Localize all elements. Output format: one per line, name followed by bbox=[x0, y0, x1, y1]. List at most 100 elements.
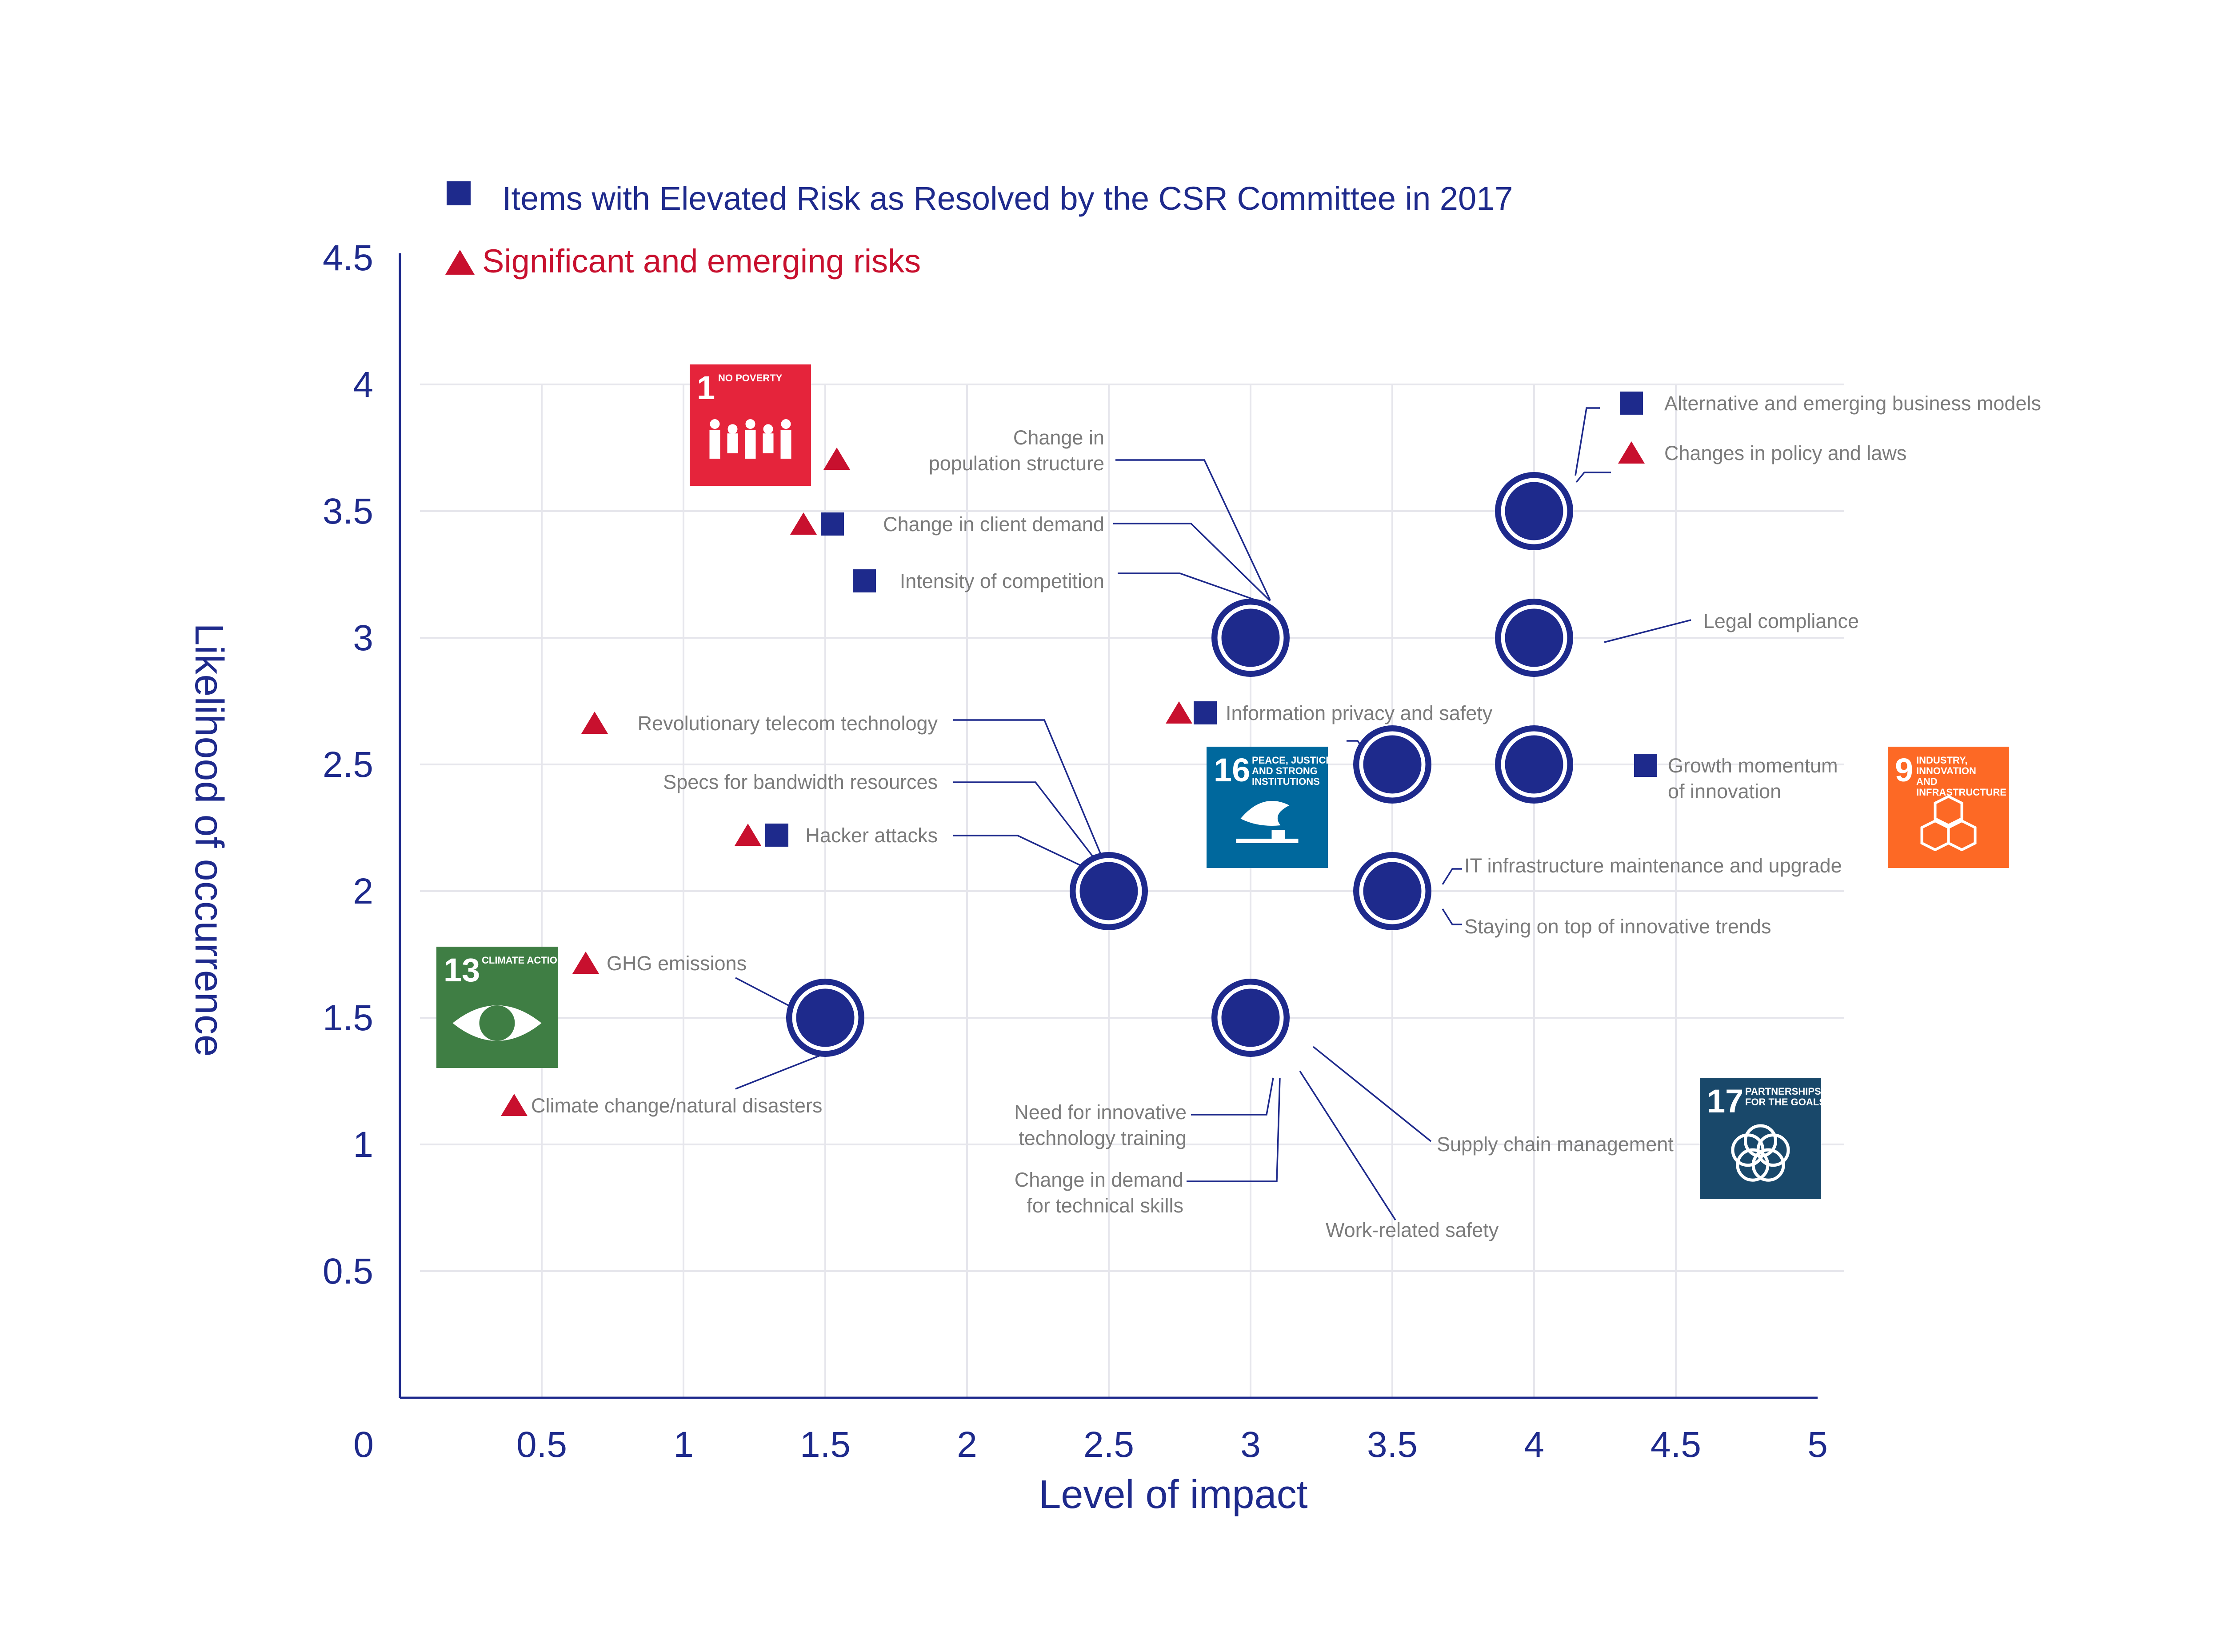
x-axis-title: Level of impact bbox=[1039, 1472, 1307, 1517]
legend-triangle-label: Significant and emerging risks bbox=[482, 243, 921, 280]
risk-label-supply: Supply chain management bbox=[1437, 1133, 1674, 1156]
risk-bubble-ring bbox=[1217, 984, 1284, 1051]
ring bbox=[1736, 1148, 1770, 1182]
sdg-badge-number: 16 bbox=[1214, 752, 1250, 788]
risk-bubble-ring bbox=[1217, 604, 1284, 671]
gavel-head bbox=[1271, 829, 1285, 840]
figure-head bbox=[710, 419, 720, 429]
legend-square-marker bbox=[447, 181, 471, 205]
risk-label-trends: Staying on top of innovative trends bbox=[1464, 915, 1771, 938]
leader-line bbox=[1442, 908, 1462, 925]
risk-label-legal: Legal compliance bbox=[1703, 610, 1859, 632]
leader-line bbox=[1115, 459, 1271, 600]
dove-gavel-icon bbox=[1236, 800, 1299, 843]
x-tick-label: 2.5 bbox=[1083, 1424, 1134, 1465]
risk-bubble-ring bbox=[1075, 858, 1142, 924]
x-tick-label: 3.5 bbox=[1367, 1424, 1418, 1465]
sdg-badge-bg bbox=[1888, 747, 2009, 868]
figure-body bbox=[709, 430, 720, 459]
risk-label-bandwidth: Specs for bandwidth resources bbox=[663, 771, 938, 793]
axes bbox=[399, 253, 1818, 1399]
risk-bubble-ring bbox=[792, 984, 859, 1051]
risk-labels: Change in population structure Change in c… bbox=[501, 392, 2041, 1241]
figure-head bbox=[763, 424, 773, 434]
x-tick-label: 5 bbox=[1807, 1424, 1828, 1465]
y-tick-label: 3.5 bbox=[323, 491, 373, 532]
sdg-badge-title: AND bbox=[1916, 776, 1938, 787]
risk-label-training: Need for innovative bbox=[1014, 1101, 1187, 1124]
rings-icon bbox=[1731, 1124, 1790, 1182]
square-marker bbox=[1620, 392, 1643, 415]
risk-label-pop: population structure bbox=[929, 452, 1104, 475]
globe bbox=[479, 1005, 515, 1041]
square-marker bbox=[1194, 701, 1217, 724]
y-tick-label: 1 bbox=[353, 1124, 373, 1165]
figure-head bbox=[727, 424, 738, 434]
risk-label-training: technology training bbox=[1019, 1127, 1187, 1149]
risk-label-safety: Work-related safety bbox=[1326, 1219, 1499, 1241]
leader-line bbox=[1118, 572, 1266, 604]
legend: Items with Elevated Risk as Resolved by … bbox=[445, 180, 1513, 280]
leader-line bbox=[1299, 1071, 1396, 1220]
family-icon bbox=[709, 419, 791, 459]
ring bbox=[1731, 1133, 1765, 1167]
sdg-badges: 1 NO POVERTY 13 CLIMATE ACTION 16 PEACE, JUST… bbox=[436, 364, 2009, 1199]
risk-bubble-ring bbox=[1359, 731, 1426, 798]
risk-label-competition: Intensity of competition bbox=[900, 570, 1104, 592]
leader-line bbox=[1187, 1077, 1281, 1182]
sdg-badge-title: NO POVERTY bbox=[718, 372, 783, 384]
risk-label-climate: Climate change/natural disasters bbox=[531, 1094, 822, 1117]
risk-bubble-ring bbox=[1359, 858, 1426, 924]
y-tick-label: 0.5 bbox=[323, 1251, 373, 1292]
leader-line bbox=[953, 719, 1110, 874]
leader-line bbox=[953, 835, 1103, 876]
triangle-marker bbox=[581, 712, 608, 734]
risk-label-skills: for technical skills bbox=[1027, 1194, 1183, 1217]
risk-bubble-ring bbox=[1501, 731, 1567, 798]
leader-line bbox=[1442, 868, 1462, 885]
sdg-badge-number: 9 bbox=[1895, 752, 1913, 788]
triangle-marker bbox=[572, 952, 599, 974]
leader-line bbox=[735, 1055, 820, 1090]
x-tick-label: 4 bbox=[1524, 1424, 1544, 1465]
y-axis-title: Likelihood of occurrence bbox=[187, 623, 231, 1057]
y-tick-label: 1.5 bbox=[323, 998, 373, 1038]
x-tick-label: 3 bbox=[1240, 1424, 1261, 1465]
sdg-badge-title: PARTNERSHIPS bbox=[1745, 1086, 1821, 1097]
risk-label-altbiz: Alternative and emerging business models bbox=[1664, 392, 2041, 415]
square-marker bbox=[765, 824, 788, 847]
x-tick-label: 1 bbox=[673, 1424, 694, 1465]
risk-label-it: IT infrastructure maintenance and upgrad… bbox=[1464, 854, 1842, 877]
risk-bubbles bbox=[786, 472, 1573, 1057]
leader-lines bbox=[735, 407, 1691, 1220]
figure-body bbox=[745, 430, 756, 459]
sdg-badge-1: 1 NO POVERTY bbox=[690, 364, 811, 486]
cube bbox=[1947, 819, 1977, 852]
risk-label-growth: Growth momentum bbox=[1668, 754, 1838, 777]
sdg-badge-title: INDUSTRY, bbox=[1916, 755, 1967, 766]
sdg-badge-title: CLIMATE ACTION bbox=[482, 955, 564, 966]
square-marker bbox=[821, 512, 844, 536]
leader-line bbox=[1604, 619, 1691, 643]
x-tick-label: 0 bbox=[353, 1424, 374, 1465]
figure-body bbox=[780, 430, 791, 459]
y-tick-label: 2 bbox=[353, 871, 373, 912]
y-tick-label: 4.5 bbox=[323, 238, 373, 278]
figure-head bbox=[781, 419, 791, 429]
x-tick-label: 2 bbox=[957, 1424, 977, 1465]
sdg-badge-title: INNOVATION bbox=[1916, 765, 1976, 776]
y-tick-label: 4 bbox=[353, 364, 373, 405]
sdg-badge-number: 1 bbox=[697, 369, 715, 406]
square-marker bbox=[853, 569, 876, 592]
x-tick-label: 1.5 bbox=[800, 1424, 851, 1465]
legend-square-label: Items with Elevated Risk as Resolved by … bbox=[502, 180, 1513, 217]
triangle-marker bbox=[1618, 441, 1645, 464]
leader-line bbox=[1575, 472, 1611, 483]
eye-globe-icon bbox=[452, 1005, 542, 1041]
legend-triangle-marker bbox=[445, 250, 475, 275]
square-marker bbox=[1634, 754, 1657, 777]
cubes-icon bbox=[1920, 795, 1977, 852]
triangle-marker bbox=[823, 448, 850, 470]
